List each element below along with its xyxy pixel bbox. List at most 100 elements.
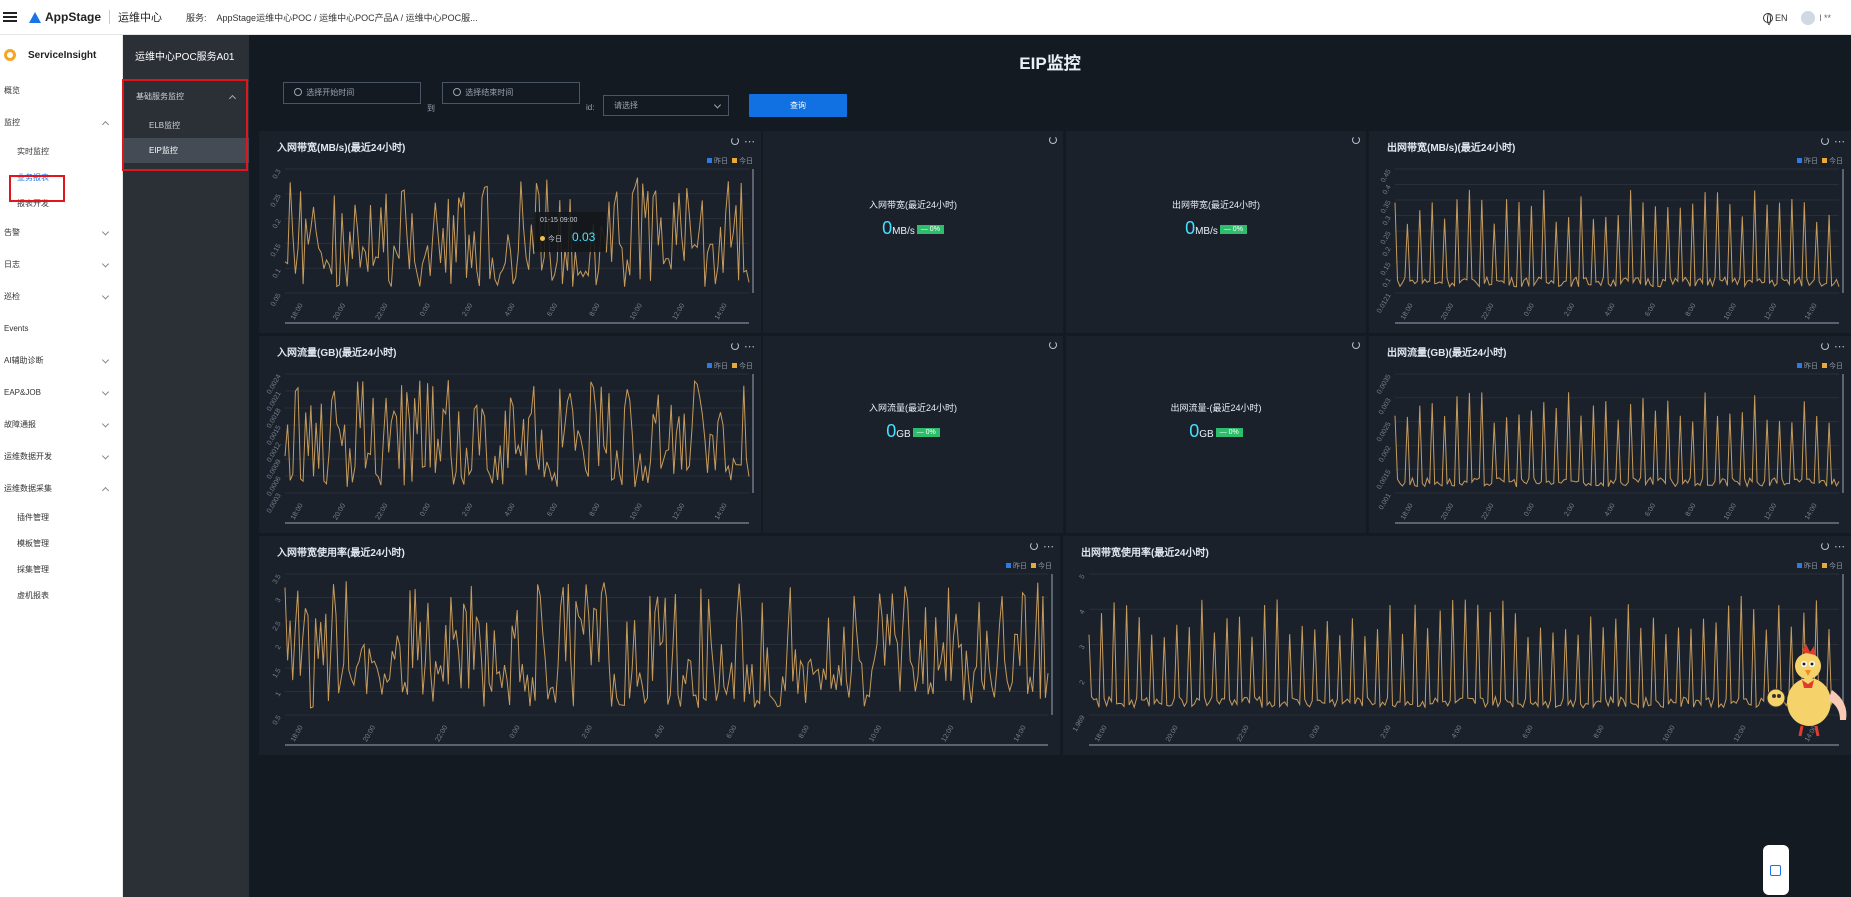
sidebar-item[interactable]: 插件管理: [0, 505, 122, 531]
legend-today[interactable]: 今日: [1829, 563, 1843, 570]
sidebar-item[interactable]: AI辅助诊断: [0, 345, 122, 377]
legend-today[interactable]: 今日: [739, 158, 753, 165]
sidebar-item[interactable]: 模板管理: [0, 531, 122, 557]
sidebar-item[interactable]: 概览: [0, 75, 122, 107]
legend-today[interactable]: 今日: [1829, 363, 1843, 370]
line-chart: 0.00240.00210.00180.00150.00120.00090.00…: [266, 373, 754, 524]
more-icon[interactable]: ⋯: [1834, 541, 1845, 553]
refresh-icon[interactable]: [1352, 136, 1360, 144]
y-tick-label: 2: [275, 644, 283, 651]
change-badge: — 0%: [1215, 428, 1243, 437]
start-time-input[interactable]: 选择开始时间: [283, 82, 421, 104]
x-tick-label: 4:00: [653, 724, 666, 739]
legend-yesterday[interactable]: 昨日: [714, 158, 728, 165]
chart-legend: 昨日 今日: [703, 361, 753, 371]
refresh-icon[interactable]: [1821, 542, 1829, 550]
refresh-icon[interactable]: [731, 137, 739, 145]
sidebar2-item-eip[interactable]: EIP监控: [123, 138, 249, 163]
language-switch[interactable]: EN: [1774, 12, 1788, 23]
series-today-line: [284, 581, 1049, 709]
service-path[interactable]: AppStage运维中心POC / 运维中心POC产品A / 运维中心POC服.…: [216, 12, 478, 23]
sidebar-item[interactable]: 虚机报表: [0, 583, 122, 609]
legend-yesterday[interactable]: 昨日: [1013, 563, 1027, 570]
x-tick-label: 12:00: [1764, 302, 1779, 321]
y-tick-label: 2.5: [272, 620, 283, 632]
sidebar-item[interactable]: 日志: [0, 249, 122, 281]
x-tick-label: 2:00: [1563, 502, 1576, 517]
floating-action-button[interactable]: [1763, 845, 1789, 895]
stat-value: 0: [1185, 218, 1196, 238]
sidebar-item[interactable]: 运维数据开发: [0, 441, 122, 473]
sidebar-item-label: 故障通报: [4, 420, 36, 429]
more-icon[interactable]: ⋯: [1834, 136, 1845, 148]
sidebar-item[interactable]: 告警: [0, 217, 122, 249]
refresh-icon[interactable]: [731, 342, 739, 350]
series-today-line: [1394, 189, 1840, 289]
sidebar-item-label: 模板管理: [17, 539, 49, 548]
sidebar-item[interactable]: 採集管理: [0, 557, 122, 583]
sidebar-item[interactable]: 实时监控: [0, 139, 122, 165]
refresh-icon[interactable]: [1821, 137, 1829, 145]
id-select[interactable]: 请选择: [603, 95, 729, 116]
x-tick-label: 6:00: [726, 724, 739, 739]
legend-yesterday[interactable]: 昨日: [714, 363, 728, 370]
globe-icon[interactable]: [1762, 12, 1773, 25]
panel-toolbar: ⋯: [1025, 540, 1054, 553]
sidebar2-item-elb[interactable]: ELB监控: [149, 121, 181, 130]
x-tick-label: 6:00: [1644, 302, 1657, 317]
tooltip-time: 01-15 09:00: [540, 217, 578, 224]
more-icon[interactable]: ⋯: [744, 341, 755, 353]
sidebar-item[interactable]: 巡检: [0, 281, 122, 313]
legend-yesterday[interactable]: 昨日: [1804, 363, 1818, 370]
legend-today[interactable]: 今日: [1829, 158, 1843, 165]
sidebar-item[interactable]: 业务报表: [0, 165, 122, 191]
x-tick-label: 0:00: [1523, 302, 1536, 317]
refresh-icon[interactable]: [1030, 542, 1038, 550]
panel-title: 入网带宽使用率(最近24小时): [277, 548, 405, 559]
refresh-icon[interactable]: [1049, 136, 1057, 144]
chevron-down-icon: [713, 100, 722, 109]
x-tick-label: 12:00: [672, 302, 687, 321]
sidebar-item[interactable]: 监控: [0, 107, 122, 139]
legend-today-swatch: [1031, 563, 1036, 568]
more-icon[interactable]: ⋯: [744, 136, 755, 148]
y-tick-label: 2: [1079, 679, 1087, 686]
y-tick-label: 0.001: [1378, 492, 1393, 511]
avatar[interactable]: [1801, 10, 1816, 25]
sidebar-item[interactable]: 故障通报: [0, 409, 122, 441]
chevron-up-icon: [101, 120, 110, 129]
change-badge: — 0%: [916, 225, 944, 234]
end-time-input[interactable]: 选择结束时间: [442, 82, 580, 104]
x-tick-label: 10:00: [1723, 502, 1738, 521]
refresh-icon[interactable]: [1352, 341, 1360, 349]
y-tick-label: 3.5: [272, 573, 283, 585]
sidebar2-group[interactable]: 基础服务监控: [123, 81, 249, 113]
sidebar-item[interactable]: 报表开发: [0, 191, 122, 217]
sidebar2-group-label: 基础服务监控: [136, 92, 184, 101]
app-logo[interactable]: AppStage: [29, 10, 101, 24]
legend-yesterday[interactable]: 昨日: [1804, 158, 1818, 165]
user-name[interactable]: l **: [1819, 12, 1831, 23]
divider: [109, 10, 111, 24]
sidebar-item[interactable]: Events: [0, 313, 122, 345]
refresh-icon[interactable]: [1049, 341, 1057, 349]
query-button[interactable]: 查询: [749, 94, 847, 117]
panel-out-bw: 0.45 0.4 0.35 0.3 0.25 0.2 0.15 0.1 0.0121 18:00 2…: [1369, 131, 1851, 333]
panel-stat-in-flow: 入网流量(最近24小时) 0GB — 0%: [763, 336, 1063, 533]
x-tick-label: 0:00: [1309, 724, 1322, 739]
more-icon[interactable]: ⋯: [1043, 541, 1054, 553]
y-tick-label: 0.35: [1380, 199, 1393, 214]
legend-yesterday[interactable]: 昨日: [1804, 563, 1818, 570]
legend-today-swatch: [732, 363, 737, 368]
menu-icon[interactable]: [3, 12, 17, 22]
legend-today[interactable]: 今日: [739, 363, 753, 370]
sidebar-item[interactable]: EAP&JOB: [0, 377, 122, 409]
more-icon[interactable]: ⋯: [1834, 341, 1845, 353]
x-tick-label: 2:00: [581, 724, 594, 739]
legend-today[interactable]: 今日: [1038, 563, 1052, 570]
refresh-icon[interactable]: [1821, 342, 1829, 350]
sidebar-item[interactable]: 运维数据采集: [0, 473, 122, 505]
y-tick-label: 0.002: [1378, 445, 1393, 464]
x-tick-label: 6:00: [546, 502, 559, 517]
left-sidebar: ServiceInsight 概览 监控 实时监控 业务报表 报表开发 告警 日志 巡检 Eve…: [0, 35, 123, 897]
